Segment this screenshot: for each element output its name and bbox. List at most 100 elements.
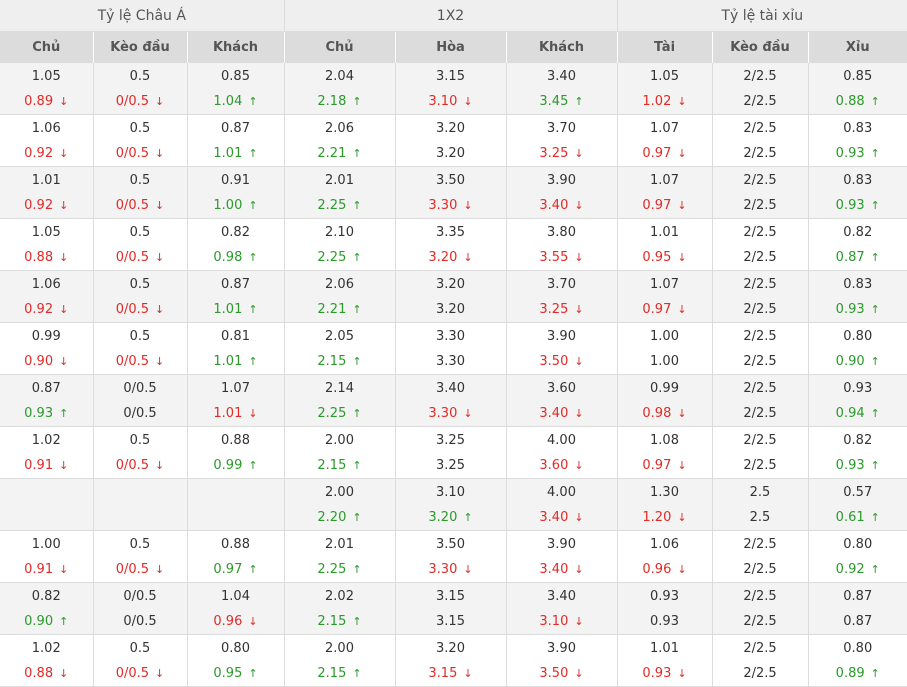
header-over-under: Tỷ lệ tài xỉu xyxy=(617,0,907,32)
opening-odds: 2/2.5 xyxy=(713,116,808,141)
current-odds-value: 0.92 xyxy=(24,198,53,213)
opening-odds: 2/2.5 xyxy=(713,584,808,609)
arrow-down-icon: ↓ xyxy=(574,193,583,218)
current-odds-value: 3.10 xyxy=(428,94,457,109)
current-odds-value: 3.25 xyxy=(539,146,568,161)
opening-odds: 2.04 xyxy=(285,64,395,89)
current-odds: 0.93↑ xyxy=(809,141,907,166)
arrow-up-icon: ↑ xyxy=(352,245,361,270)
current-odds-value: 0.96 xyxy=(642,562,671,577)
current-odds-value: 1.01 xyxy=(213,406,242,421)
header-asian-handicap: Tỷ lệ Châu Á xyxy=(0,0,284,32)
current-odds: 3.10↓ xyxy=(396,89,506,114)
current-odds: 2.21↑ xyxy=(285,141,395,166)
opening-odds: 3.40 xyxy=(507,584,617,609)
opening-odds: 2/2.5 xyxy=(713,376,808,401)
opening-odds: 3.60 xyxy=(507,376,617,401)
current-odds: 2.15↑ xyxy=(285,349,395,374)
opening-odds: 2.00 xyxy=(285,636,395,661)
current-odds: 0/0.5 xyxy=(94,609,187,634)
current-odds: 0.95↑ xyxy=(188,661,284,686)
current-odds-value: 0.91 xyxy=(24,562,53,577)
opening-odds: 2.5 xyxy=(713,480,808,505)
current-odds: 0.94↑ xyxy=(809,401,907,426)
arrow-down-icon: ↓ xyxy=(574,505,583,530)
arrow-down-icon: ↓ xyxy=(463,661,472,686)
opening-odds: 0.80 xyxy=(809,636,907,661)
current-odds-value: 2.25 xyxy=(317,250,346,265)
current-odds: 0.93 xyxy=(618,609,712,634)
opening-odds: 0.5 xyxy=(94,168,187,193)
arrow-down-icon: ↓ xyxy=(574,401,583,426)
arrow-up-icon: ↑ xyxy=(248,661,257,686)
opening-odds: 2.06 xyxy=(285,272,395,297)
current-odds-value: 1.01 xyxy=(213,354,242,369)
current-odds-value: 0/0.5 xyxy=(116,146,149,161)
current-odds-value: 1.01 xyxy=(213,302,242,317)
current-odds-value: 2.25 xyxy=(317,406,346,421)
current-odds: 0/0.5 xyxy=(94,401,187,426)
current-odds: 1.00 xyxy=(618,349,712,374)
opening-odds: 3.20 xyxy=(396,116,506,141)
opening-odds: 1.30 xyxy=(618,480,712,505)
current-odds: 0.87 xyxy=(809,609,907,634)
opening-odds: 3.90 xyxy=(507,636,617,661)
opening-odds: 3.40 xyxy=(507,64,617,89)
current-odds xyxy=(188,505,284,530)
opening-odds: 0.5 xyxy=(94,64,187,89)
opening-odds: 2/2.5 xyxy=(713,428,808,453)
current-odds-value: 2/2.5 xyxy=(743,302,776,317)
current-odds: 0.92↓ xyxy=(0,193,93,218)
arrow-up-icon: ↑ xyxy=(59,609,68,634)
current-odds-value: 0.93 xyxy=(650,614,679,629)
opening-odds: 0.80 xyxy=(809,324,907,349)
arrow-up-icon: ↑ xyxy=(248,141,257,166)
current-odds: 0.91↓ xyxy=(0,557,93,582)
opening-odds: 1.01 xyxy=(0,168,93,193)
col-home-1x2: Chủ xyxy=(284,32,395,64)
opening-odds: 0.87 xyxy=(809,584,907,609)
opening-odds: 1.00 xyxy=(0,532,93,557)
current-odds: 2/2.5 xyxy=(713,89,808,114)
arrow-up-icon: ↑ xyxy=(871,557,880,582)
current-odds-value: 0.61 xyxy=(836,510,865,525)
current-odds: 3.25↓ xyxy=(507,141,617,166)
opening-odds: 3.80 xyxy=(507,220,617,245)
current-odds: 0.97↓ xyxy=(618,453,712,478)
current-odds-value: 0.87 xyxy=(836,250,865,265)
arrow-down-icon: ↓ xyxy=(574,349,583,374)
cell-handicap-asian xyxy=(93,479,187,531)
col-under: Xỉu xyxy=(808,32,907,64)
arrow-up-icon: ↑ xyxy=(352,401,361,426)
opening-odds: 1.07 xyxy=(618,272,712,297)
current-odds: 1.02↓ xyxy=(618,89,712,114)
current-odds-value: 1.00 xyxy=(213,198,242,213)
arrow-down-icon: ↓ xyxy=(677,401,686,426)
col-handicap-ou: Kèo đầu xyxy=(712,32,808,64)
arrow-down-icon: ↓ xyxy=(677,193,686,218)
arrow-down-icon: ↓ xyxy=(155,453,164,478)
current-odds: 3.50↓ xyxy=(507,349,617,374)
current-odds: 2/2.5 xyxy=(713,453,808,478)
arrow-up-icon: ↑ xyxy=(871,661,880,686)
opening-odds: 0.87 xyxy=(188,272,284,297)
